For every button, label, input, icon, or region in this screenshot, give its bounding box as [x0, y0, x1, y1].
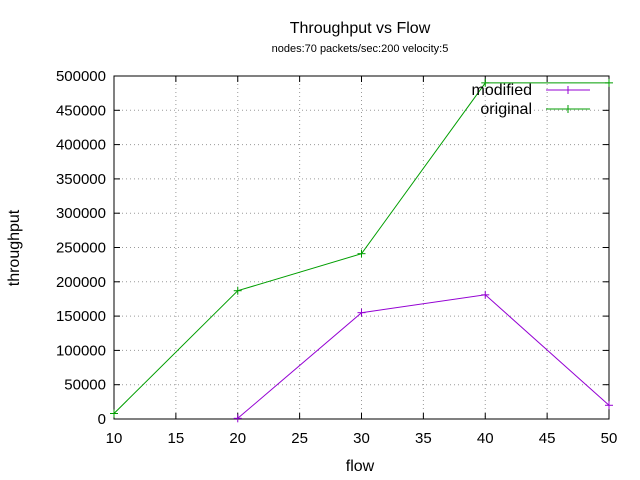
x-tick-label: 10	[106, 430, 123, 447]
x-tick-label: 20	[229, 430, 246, 447]
y-tick-label: 50000	[64, 377, 106, 394]
data-point-modified	[233, 414, 242, 423]
chart-subtitle: nodes:70 packets/sec:200 velocity:5	[272, 43, 449, 55]
y-axis-label: throughput	[6, 209, 23, 286]
axis-ticks: 10 15 20 25 30 35 40 45 50 0 50000 100000 150000 2000…	[56, 68, 617, 447]
plot-frame	[113, 75, 610, 420]
y-tick-label: 450000	[56, 102, 106, 119]
x-tick-label: 40	[477, 430, 494, 447]
data-point-modified	[481, 290, 490, 299]
y-tick-label: 300000	[56, 205, 106, 222]
data-point-original	[233, 286, 242, 295]
grid-lines	[114, 76, 609, 419]
legend-label-modified: modified	[472, 82, 532, 99]
chart-title: Throughput vs Flow	[290, 20, 431, 37]
x-tick-label: 45	[539, 430, 556, 447]
x-tick-label: 50	[601, 430, 618, 447]
y-tick-label: 400000	[56, 137, 106, 154]
data-point-modified	[605, 401, 613, 410]
y-tick-label: 500000	[56, 68, 106, 85]
x-tick-label: 35	[415, 430, 432, 447]
series-lines	[110, 78, 613, 423]
y-tick-label: 150000	[56, 308, 106, 325]
x-tick-label: 15	[168, 430, 185, 447]
y-tick-label: 350000	[56, 171, 106, 188]
x-axis-label: flow	[346, 458, 375, 475]
x-tick-label: 30	[353, 430, 370, 447]
y-tick-label: 250000	[56, 240, 106, 257]
x-tick-label: 25	[291, 430, 308, 447]
data-point-original	[481, 78, 490, 87]
data-point-modified	[357, 308, 366, 317]
series-line-modified	[237, 294, 610, 419]
data-point-original	[110, 409, 118, 418]
legend-marker-modified	[564, 86, 572, 94]
data-point-original	[605, 78, 613, 87]
legend-label-original: original	[480, 101, 532, 118]
legend: modified original	[472, 82, 590, 118]
legend-marker-original	[564, 105, 572, 113]
data-point-original	[357, 249, 366, 258]
y-tick-label: 100000	[56, 342, 106, 359]
y-tick-label: 0	[98, 411, 106, 428]
y-tick-label: 200000	[56, 274, 106, 291]
